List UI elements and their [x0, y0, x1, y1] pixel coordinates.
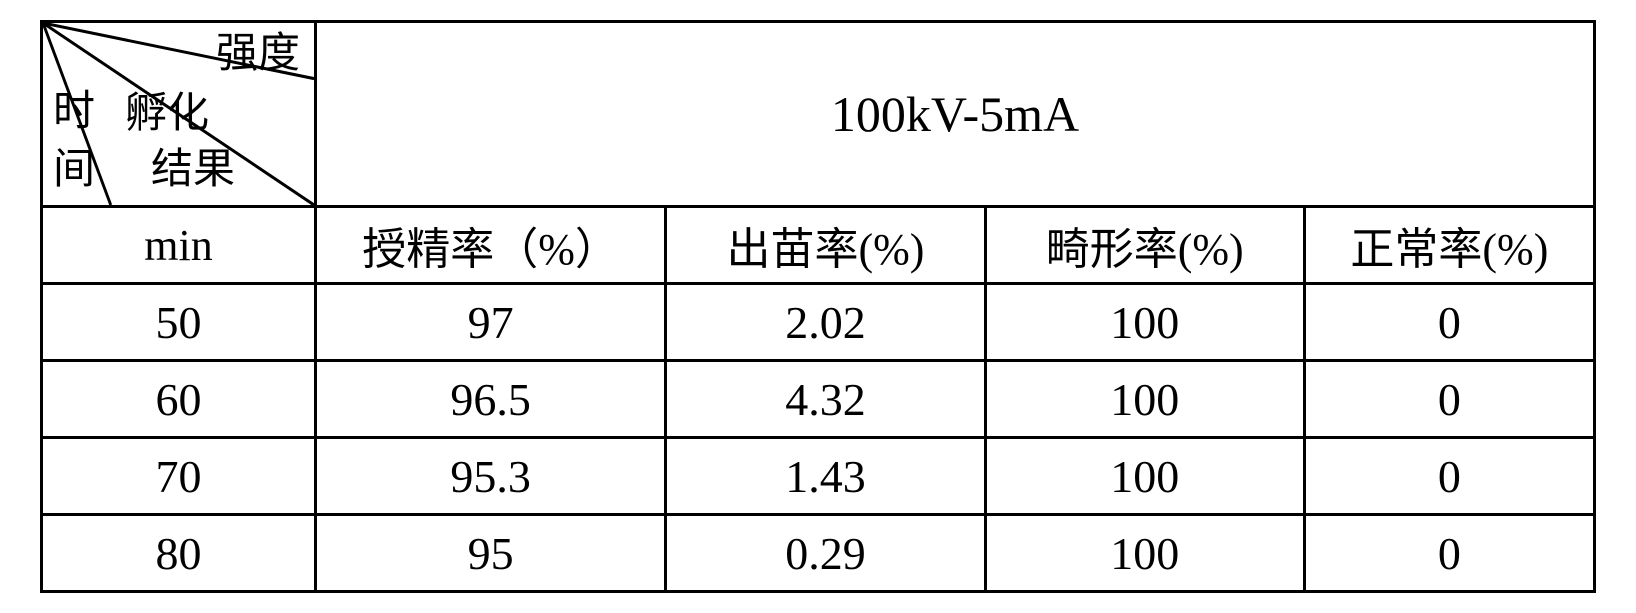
col-header-c2: 出苗率(%)	[666, 207, 986, 284]
cell-c2: 4.32	[666, 361, 986, 438]
col-header-time: min	[42, 207, 316, 284]
col-header-c3: 畸形率(%)	[985, 207, 1304, 284]
col-header-c4: 正常率(%)	[1304, 207, 1594, 284]
cell-c1: 95.3	[316, 438, 666, 515]
header-row-1: 强度 孵化 时 间 结果 100kV-5mA	[42, 22, 1595, 207]
col-header-c1: 授精率（%）	[316, 207, 666, 284]
table-row: 80 95 0.29 100 0	[42, 515, 1595, 592]
cell-c4: 0	[1304, 284, 1594, 361]
header-label-time-2: 间	[53, 149, 95, 191]
cell-c3: 100	[985, 361, 1304, 438]
cell-c1: 95	[316, 515, 666, 592]
cell-c4: 0	[1304, 438, 1594, 515]
cell-min: 80	[42, 515, 316, 592]
header-label-hatch: 孵化	[125, 93, 209, 135]
cell-c1: 96.5	[316, 361, 666, 438]
data-table: 强度 孵化 时 间 结果 100kV-5mA min 授精率（%） 出苗率(%)…	[40, 20, 1596, 593]
cell-c2: 1.43	[666, 438, 986, 515]
header-label-intensity: 强度	[216, 33, 300, 75]
table-row: 60 96.5 4.32 100 0	[42, 361, 1595, 438]
cell-min: 70	[42, 438, 316, 515]
cell-min: 60	[42, 361, 316, 438]
cell-c2: 0.29	[666, 515, 986, 592]
header-row-2: min 授精率（%） 出苗率(%) 畸形率(%) 正常率(%)	[42, 207, 1595, 284]
intensity-header: 100kV-5mA	[316, 22, 1595, 207]
cell-c3: 100	[985, 515, 1304, 592]
cell-c4: 0	[1304, 515, 1594, 592]
diagonal-header-cell: 强度 孵化 时 间 结果	[42, 22, 316, 207]
header-label-result: 结果	[151, 149, 235, 191]
header-label-time-1: 时	[53, 91, 95, 133]
cell-c3: 100	[985, 438, 1304, 515]
cell-c1: 97	[316, 284, 666, 361]
table-row: 70 95.3 1.43 100 0	[42, 438, 1595, 515]
cell-min: 50	[42, 284, 316, 361]
table-row: 50 97 2.02 100 0	[42, 284, 1595, 361]
cell-c2: 2.02	[666, 284, 986, 361]
cell-c4: 0	[1304, 361, 1594, 438]
cell-c3: 100	[985, 284, 1304, 361]
